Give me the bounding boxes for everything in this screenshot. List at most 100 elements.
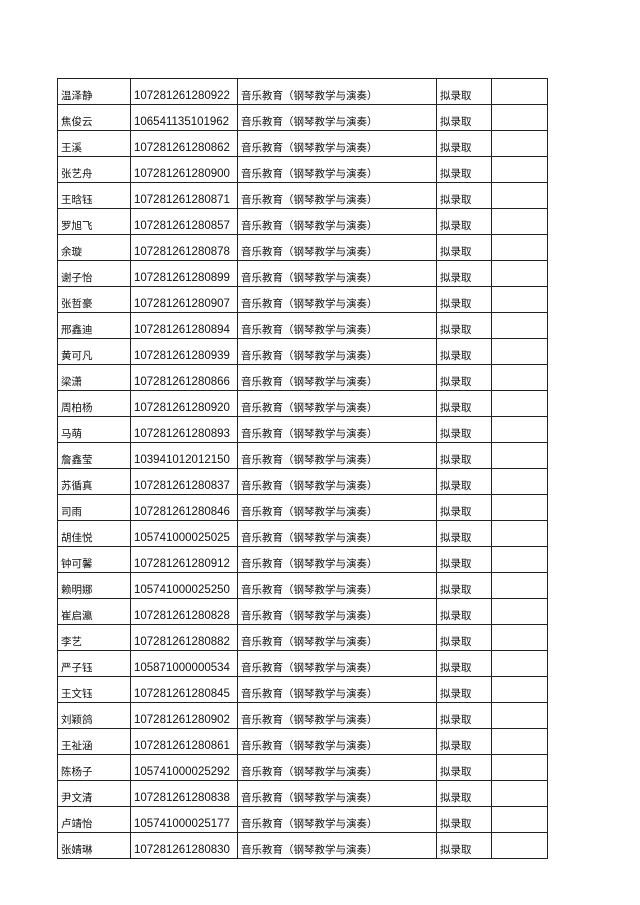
remark-cell [491, 650, 548, 677]
remark-cell [491, 624, 548, 651]
exam-id-cell: 107281261280912 [130, 546, 238, 573]
major-cell: 音乐教育（钢琴教学与演奏） [237, 260, 437, 287]
table-row: 张哲豪 107281261280907 音乐教育（钢琴教学与演奏） 拟录取 [57, 286, 548, 313]
exam-id-cell: 107281261280902 [130, 702, 238, 729]
exam-id-cell: 106541135101962 [130, 104, 238, 131]
status-cell: 拟录取 [436, 182, 492, 209]
status-cell: 拟录取 [436, 520, 492, 547]
exam-id-cell: 107281261280861 [130, 728, 238, 755]
exam-id-cell: 107281261280871 [130, 182, 238, 209]
status-cell: 拟录取 [436, 78, 492, 105]
remark-cell [491, 208, 548, 235]
name-cell: 温泽静 [57, 78, 131, 105]
name-cell: 赖明娜 [57, 572, 131, 599]
table-row: 严子钰 105871000000534 音乐教育（钢琴教学与演奏） 拟录取 [57, 650, 548, 677]
major-cell: 音乐教育（钢琴教学与演奏） [237, 546, 437, 573]
name-cell: 陈杨子 [57, 754, 131, 781]
exam-id-cell: 107281261280838 [130, 780, 238, 807]
major-cell: 音乐教育（钢琴教学与演奏） [237, 390, 437, 417]
exam-id-cell: 107281261280899 [130, 260, 238, 287]
remark-cell [491, 468, 548, 495]
name-cell: 马萌 [57, 416, 131, 443]
major-cell: 音乐教育（钢琴教学与演奏） [237, 650, 437, 677]
table-row: 王祉涵 107281261280861 音乐教育（钢琴教学与演奏） 拟录取 [57, 728, 548, 755]
exam-id-cell: 105741000025177 [130, 806, 238, 833]
status-cell: 拟录取 [436, 832, 492, 859]
name-cell: 张哲豪 [57, 286, 131, 313]
major-cell: 音乐教育（钢琴教学与演奏） [237, 806, 437, 833]
exam-id-cell: 105741000025292 [130, 754, 238, 781]
remark-cell [491, 728, 548, 755]
major-cell: 音乐教育（钢琴教学与演奏） [237, 156, 437, 183]
table-row: 崔启瀛 107281261280828 音乐教育（钢琴教学与演奏） 拟录取 [57, 598, 548, 625]
table-row: 胡佳悦 105741000025025 音乐教育（钢琴教学与演奏） 拟录取 [57, 520, 548, 547]
remark-cell [491, 130, 548, 157]
table-row: 周柏杨 107281261280920 音乐教育（钢琴教学与演奏） 拟录取 [57, 390, 548, 417]
remark-cell [491, 494, 548, 521]
major-cell: 音乐教育（钢琴教学与演奏） [237, 598, 437, 625]
status-cell: 拟录取 [436, 494, 492, 521]
name-cell: 余璇 [57, 234, 131, 261]
major-cell: 音乐教育（钢琴教学与演奏） [237, 286, 437, 313]
major-cell: 音乐教育（钢琴教学与演奏） [237, 338, 437, 365]
major-cell: 音乐教育（钢琴教学与演奏） [237, 442, 437, 469]
name-cell: 周柏杨 [57, 390, 131, 417]
name-cell: 王祉涵 [57, 728, 131, 755]
status-cell: 拟录取 [436, 364, 492, 391]
exam-id-cell: 107281261280857 [130, 208, 238, 235]
major-cell: 音乐教育（钢琴教学与演奏） [237, 676, 437, 703]
status-cell: 拟录取 [436, 130, 492, 157]
exam-id-cell: 107281261280900 [130, 156, 238, 183]
status-cell: 拟录取 [436, 286, 492, 313]
remark-cell [491, 598, 548, 625]
status-cell: 拟录取 [436, 754, 492, 781]
table-row: 梁潇 107281261280866 音乐教育（钢琴教学与演奏） 拟录取 [57, 364, 548, 391]
status-cell: 拟录取 [436, 572, 492, 599]
major-cell: 音乐教育（钢琴教学与演奏） [237, 754, 437, 781]
status-cell: 拟录取 [436, 208, 492, 235]
table-row: 陈杨子 105741000025292 音乐教育（钢琴教学与演奏） 拟录取 [57, 754, 548, 781]
major-cell: 音乐教育（钢琴教学与演奏） [237, 182, 437, 209]
status-cell: 拟录取 [436, 650, 492, 677]
major-cell: 音乐教育（钢琴教学与演奏） [237, 624, 437, 651]
table-row: 詹鑫莹 103941012012150 音乐教育（钢琴教学与演奏） 拟录取 [57, 442, 548, 469]
exam-id-cell: 107281261280878 [130, 234, 238, 261]
exam-id-cell: 107281261280939 [130, 338, 238, 365]
exam-id-cell: 107281261280862 [130, 130, 238, 157]
table-row: 王文钰 107281261280845 音乐教育（钢琴教学与演奏） 拟录取 [57, 676, 548, 703]
remark-cell [491, 442, 548, 469]
major-cell: 音乐教育（钢琴教学与演奏） [237, 312, 437, 339]
status-cell: 拟录取 [436, 676, 492, 703]
exam-id-cell: 107281261280907 [130, 286, 238, 313]
table-row: 谢子怡 107281261280899 音乐教育（钢琴教学与演奏） 拟录取 [57, 260, 548, 287]
status-cell: 拟录取 [436, 728, 492, 755]
remark-cell [491, 234, 548, 261]
major-cell: 音乐教育（钢琴教学与演奏） [237, 130, 437, 157]
exam-id-cell: 107281261280920 [130, 390, 238, 417]
name-cell: 刘颖鸽 [57, 702, 131, 729]
table-row: 黄可凡 107281261280939 音乐教育（钢琴教学与演奏） 拟录取 [57, 338, 548, 365]
table-row: 司雨 107281261280846 音乐教育（钢琴教学与演奏） 拟录取 [57, 494, 548, 521]
exam-id-cell: 107281261280846 [130, 494, 238, 521]
exam-id-cell: 107281261280828 [130, 598, 238, 625]
exam-id-cell: 107281261280893 [130, 416, 238, 443]
name-cell: 张艺舟 [57, 156, 131, 183]
major-cell: 音乐教育（钢琴教学与演奏） [237, 104, 437, 131]
exam-id-cell: 107281261280866 [130, 364, 238, 391]
name-cell: 胡佳悦 [57, 520, 131, 547]
status-cell: 拟录取 [436, 104, 492, 131]
status-cell: 拟录取 [436, 624, 492, 651]
remark-cell [491, 364, 548, 391]
name-cell: 詹鑫莹 [57, 442, 131, 469]
name-cell: 黄可凡 [57, 338, 131, 365]
table-row: 邢鑫迪 107281261280894 音乐教育（钢琴教学与演奏） 拟录取 [57, 312, 548, 339]
remark-cell [491, 676, 548, 703]
name-cell: 李艺 [57, 624, 131, 651]
table-row: 张艺舟 107281261280900 音乐教育（钢琴教学与演奏） 拟录取 [57, 156, 548, 183]
status-cell: 拟录取 [436, 234, 492, 261]
table-row: 卢靖怡 105741000025177 音乐教育（钢琴教学与演奏） 拟录取 [57, 806, 548, 833]
major-cell: 音乐教育（钢琴教学与演奏） [237, 832, 437, 859]
name-cell: 钟可馨 [57, 546, 131, 573]
name-cell: 尹文清 [57, 780, 131, 807]
table-row: 钟可馨 107281261280912 音乐教育（钢琴教学与演奏） 拟录取 [57, 546, 548, 573]
